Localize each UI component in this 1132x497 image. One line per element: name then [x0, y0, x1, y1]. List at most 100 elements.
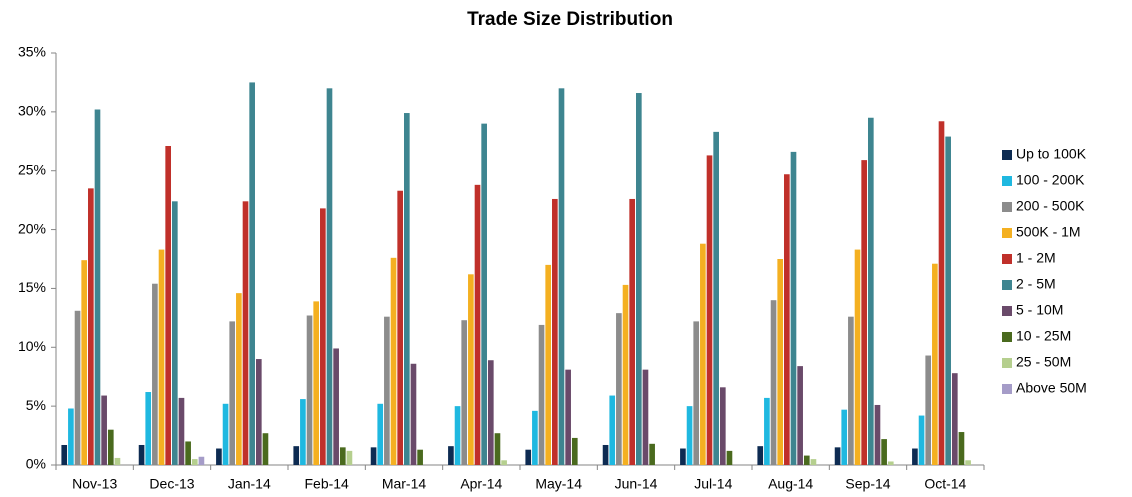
y-tick-label: 20% [18, 220, 46, 236]
legend-label: 100 - 200K [1016, 172, 1085, 188]
bar [384, 316, 390, 465]
legend-swatch [1002, 332, 1012, 342]
legend-label: 10 - 25M [1016, 328, 1071, 344]
bar [487, 360, 494, 465]
bar [178, 397, 185, 465]
bar [700, 243, 706, 465]
y-tick-label: 25% [18, 161, 46, 177]
bar [242, 201, 249, 465]
bar [912, 448, 918, 465]
bar [552, 198, 558, 466]
bar [918, 415, 925, 465]
bar [797, 366, 803, 465]
legend-swatch [1002, 306, 1012, 316]
legend-label: 1 - 2M [1016, 250, 1056, 266]
bar [784, 174, 790, 465]
legend-swatch [1002, 150, 1012, 160]
legend-swatch [1002, 228, 1012, 238]
bar [249, 82, 255, 465]
x-tick-label: Jun-14 [615, 476, 658, 492]
legend-swatch [1002, 358, 1012, 368]
bar [152, 283, 158, 465]
bar [810, 459, 817, 465]
bar [346, 450, 353, 465]
bar [686, 406, 693, 465]
bar [965, 460, 971, 465]
bar [165, 145, 171, 465]
bar [777, 259, 784, 465]
bar [602, 444, 609, 465]
bar [938, 121, 945, 465]
legend-label: Above 50M [1016, 380, 1087, 396]
bar [191, 459, 198, 465]
y-tick-label: 35% [18, 44, 46, 60]
bar [461, 320, 468, 465]
bar [925, 355, 932, 465]
bar [448, 446, 454, 465]
legend-label: 5 - 10M [1016, 302, 1063, 318]
x-tick-label: Oct-14 [924, 476, 966, 492]
bar [468, 274, 474, 465]
bar [107, 429, 114, 465]
bar [726, 450, 733, 465]
legend-label: 25 - 50M [1016, 354, 1071, 370]
bar [680, 448, 686, 465]
y-tick-label: 30% [18, 103, 46, 119]
bar [397, 190, 403, 465]
y-tick-label: 0% [26, 456, 46, 472]
bar [410, 363, 417, 465]
bar [333, 348, 339, 465]
bar [158, 249, 165, 465]
bar [172, 201, 178, 465]
legend-swatch [1002, 280, 1012, 290]
bar [377, 403, 384, 465]
bar [545, 264, 552, 465]
bar [81, 260, 88, 465]
bar [932, 263, 938, 465]
x-tick-label: Jan-14 [228, 476, 271, 492]
bar [945, 136, 951, 465]
bar [198, 456, 205, 465]
bar [764, 397, 770, 465]
bar [501, 460, 507, 465]
bar [88, 188, 94, 465]
bar [114, 457, 121, 465]
bar [719, 387, 726, 465]
bar [636, 93, 642, 465]
bar [951, 373, 958, 465]
x-tick-label: Mar-14 [382, 476, 427, 492]
legend-swatch [1002, 176, 1012, 186]
bar [481, 123, 487, 465]
legend-label: 2 - 5M [1016, 276, 1056, 292]
bar [532, 410, 538, 465]
bar [854, 249, 861, 465]
bar [958, 432, 965, 465]
bar [642, 369, 649, 465]
legend-label: 500K - 1M [1016, 224, 1081, 240]
x-tick-label: Jul-14 [694, 476, 732, 492]
x-tick-label: Dec-13 [149, 476, 194, 492]
bar [834, 447, 841, 465]
legend-swatch [1002, 384, 1012, 394]
bar [138, 444, 145, 465]
bar [629, 198, 635, 466]
bar [61, 444, 68, 465]
bar [474, 184, 481, 465]
bar [68, 408, 74, 465]
bar [525, 449, 532, 465]
legend-label: 200 - 500K [1016, 198, 1085, 214]
bar [757, 446, 764, 465]
bar [417, 449, 423, 465]
bar [494, 433, 501, 465]
legend-label: Up to 100K [1016, 146, 1087, 162]
legend-swatch [1002, 202, 1012, 212]
bar [390, 257, 397, 465]
bar [874, 404, 881, 465]
bar [693, 321, 700, 465]
bar [306, 315, 313, 465]
bar [222, 403, 229, 465]
bar [262, 433, 269, 465]
y-tick-label: 15% [18, 279, 46, 295]
bar [848, 316, 854, 465]
